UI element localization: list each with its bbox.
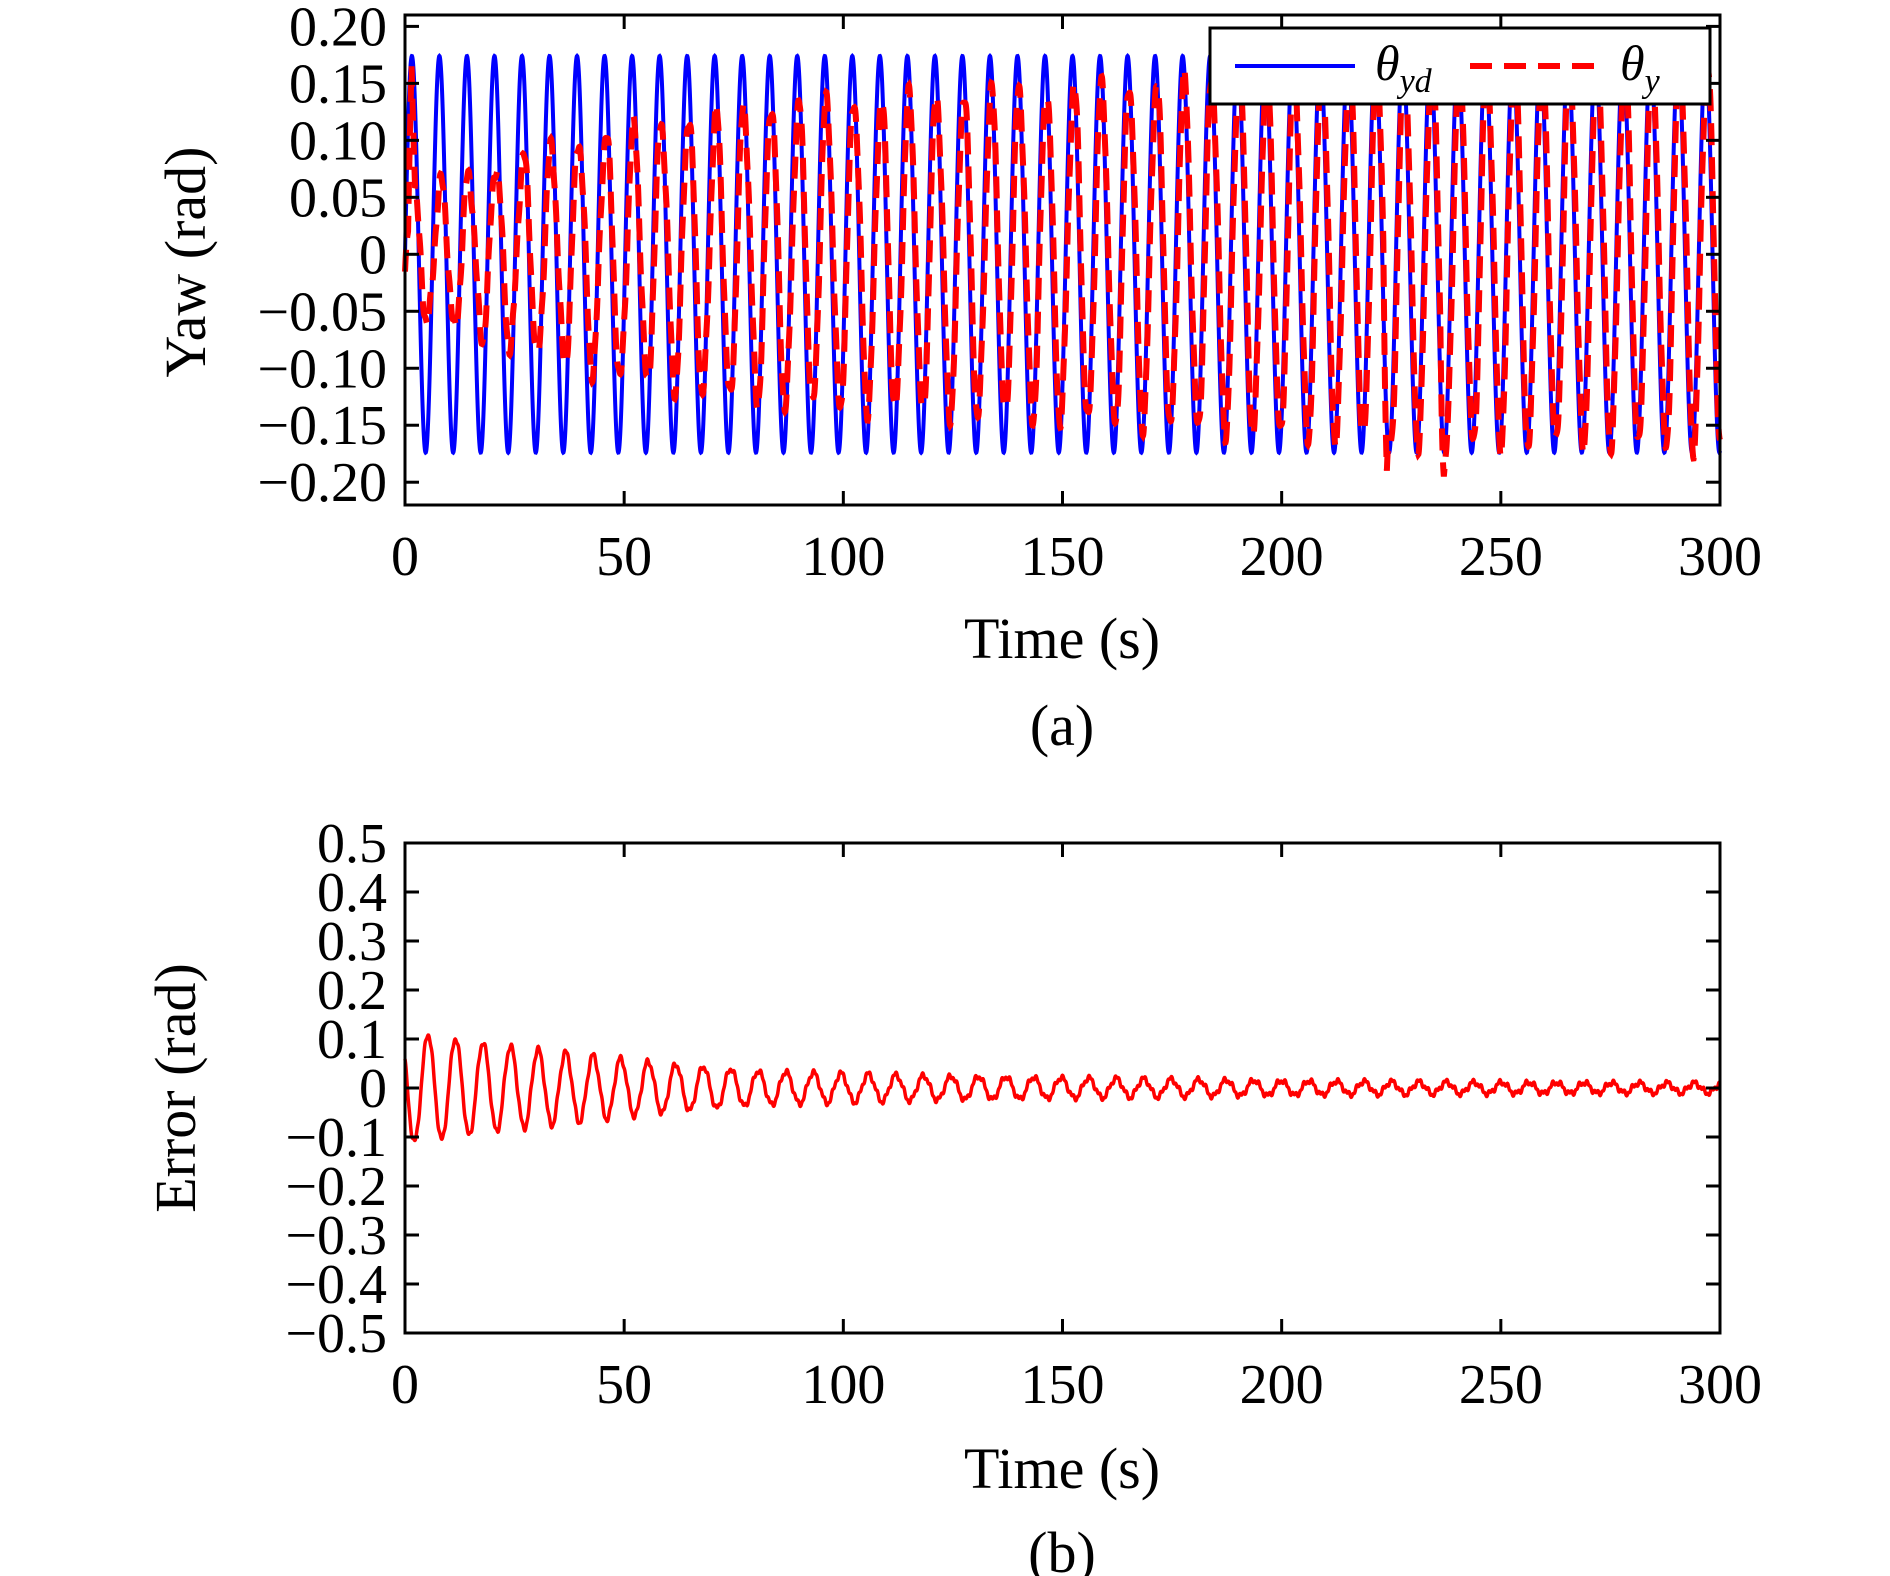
series-group-b — [403, 1033, 1722, 1143]
caption-b: (b) — [1028, 1520, 1096, 1576]
x-axis-title-a: Time (s) — [964, 606, 1160, 671]
y-tick-label-a: 0.05 — [289, 167, 387, 229]
y-tick-label-b: −0.1 — [285, 1107, 387, 1169]
legend-subscript-2: y — [1642, 63, 1661, 100]
x-tick-label-a: 250 — [1459, 526, 1543, 588]
x-tick-label-a: 200 — [1240, 526, 1324, 588]
x-tick-label-b: 250 — [1459, 1354, 1543, 1416]
legend-a: θyd θy — [1208, 26, 1712, 106]
legend-symbol-1: θ — [1375, 35, 1400, 91]
y-tick-label-b: 0 — [359, 1058, 387, 1120]
x-tick-label-b: 300 — [1678, 1354, 1762, 1416]
legend-subscript-1: yd — [1397, 63, 1433, 100]
x-tick-label-a: 150 — [1021, 526, 1105, 588]
y-tick-label-b: −0.3 — [285, 1205, 387, 1267]
y-tick-label-b: 0.1 — [317, 1009, 387, 1071]
y-tick-label-b: 0.2 — [317, 960, 387, 1022]
x-tick-label-a: 300 — [1678, 526, 1762, 588]
y-tick-label-b: −0.2 — [285, 1156, 387, 1218]
x-ticks-a: 0 50 100 150 200 250 300 — [391, 15, 1762, 588]
y-tick-label-a: −0.10 — [257, 338, 387, 400]
x-tick-label-b: 0 — [391, 1354, 419, 1416]
y-tick-label-a: −0.05 — [257, 281, 387, 343]
y-tick-label-a: 0.10 — [289, 110, 387, 172]
y-axis-title-a: Yaw (rad) — [153, 147, 218, 378]
legend-label-theta-y: θy — [1620, 35, 1661, 100]
x-tick-label-b: 200 — [1240, 1354, 1324, 1416]
x-tick-label-a: 100 — [801, 526, 885, 588]
y-tick-label-b: 0.4 — [317, 862, 387, 924]
y-tick-label-a: 0.20 — [289, 0, 387, 58]
y-tick-label-b: −0.4 — [285, 1254, 387, 1316]
plot-area-b — [405, 843, 1720, 1333]
chart-panel-b: 0.50.40.30.20.10−0.1−0.2−0.3−0.4−0.5 0 50… — [143, 813, 1762, 1576]
x-tick-label-b: 150 — [1021, 1354, 1105, 1416]
x-tick-label-b: 100 — [801, 1354, 885, 1416]
y-tick-label-b: 0.3 — [317, 911, 387, 973]
y-tick-label-a: 0.15 — [289, 53, 387, 115]
y-tick-label-b: 0.5 — [317, 813, 387, 875]
series-line-error — [403, 1033, 1722, 1143]
x-tick-label-b: 50 — [596, 1354, 652, 1416]
y-tick-label-a: 0 — [359, 224, 387, 286]
legend-symbol-2: θ — [1620, 35, 1645, 91]
y-axis-title-b: Error (rad) — [143, 963, 208, 1213]
legend-label-theta-yd: θyd — [1375, 35, 1433, 100]
y-tick-label-a: −0.15 — [257, 395, 387, 457]
x-ticks-b: 0 50 100 150 200 250 300 — [391, 843, 1762, 1416]
series-group-a — [402, 45, 1723, 477]
series-line-theta-y — [402, 45, 1723, 477]
y-tick-label-b: −0.5 — [285, 1303, 387, 1365]
y-ticks-a: 0.200.150.100.050−0.05−0.10−0.15−0.20 — [257, 0, 1720, 514]
caption-a: (a) — [1030, 693, 1094, 758]
x-axis-title-b: Time (s) — [964, 1436, 1160, 1501]
x-tick-label-a: 0 — [391, 526, 419, 588]
x-tick-label-a: 50 — [596, 526, 652, 588]
y-tick-label-a: −0.20 — [257, 452, 387, 514]
y-ticks-b: 0.50.40.30.20.10−0.1−0.2−0.3−0.4−0.5 — [285, 813, 1720, 1365]
